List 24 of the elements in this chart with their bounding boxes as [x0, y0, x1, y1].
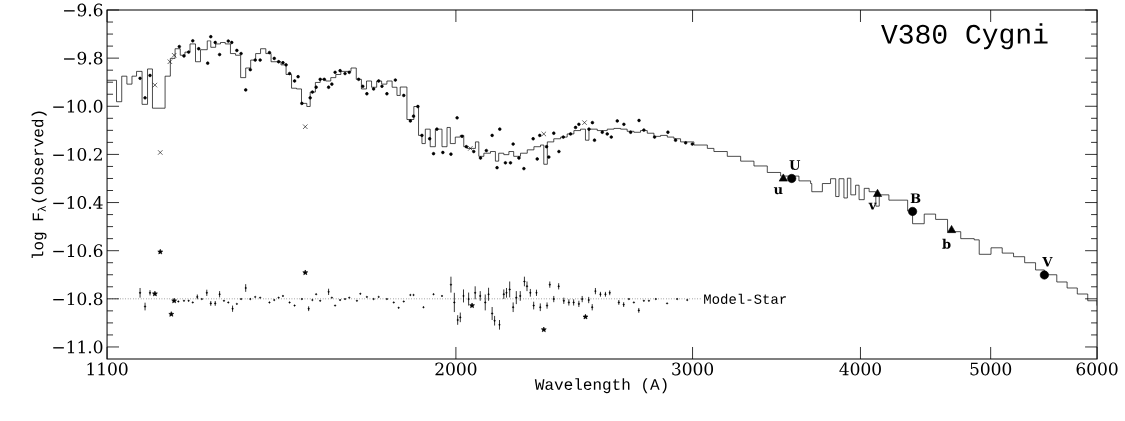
y-tick-label: −9.6	[64, 3, 103, 17]
annotation: B	[910, 193, 921, 203]
y-tick-label: −10.2	[53, 147, 102, 161]
x-tick-label: 5000	[970, 362, 1012, 376]
x-axis-title: Wavelength (A)	[534, 378, 667, 394]
annotation: U	[789, 160, 801, 170]
y-tick-label: −10.8	[53, 292, 103, 306]
annotation: v	[868, 202, 877, 210]
x-tick-label: 2000	[435, 362, 477, 376]
y-tick-label: −10.4	[53, 196, 103, 209]
y-tick-label: −11.0	[53, 340, 103, 354]
x-tick-label: 3000	[672, 362, 714, 376]
annotation: V	[1042, 256, 1053, 267]
chart-title: V380 Cygni	[881, 23, 1048, 50]
annotation: b	[942, 238, 951, 249]
x-tick-label: 4000	[839, 362, 881, 376]
y-axis-title: log F$_{λ}$(observed)	[31, 111, 47, 259]
y-tick-label: −9.8	[64, 51, 103, 65]
x-tick-label: 1100	[87, 362, 128, 376]
y-tick-label: −10.0	[53, 99, 103, 113]
ref-line-label: Model-Star	[704, 293, 786, 304]
y-tick-label: −10.6	[53, 244, 103, 258]
annotation: u	[773, 187, 783, 195]
x-tick-label: 6000	[1076, 362, 1118, 376]
